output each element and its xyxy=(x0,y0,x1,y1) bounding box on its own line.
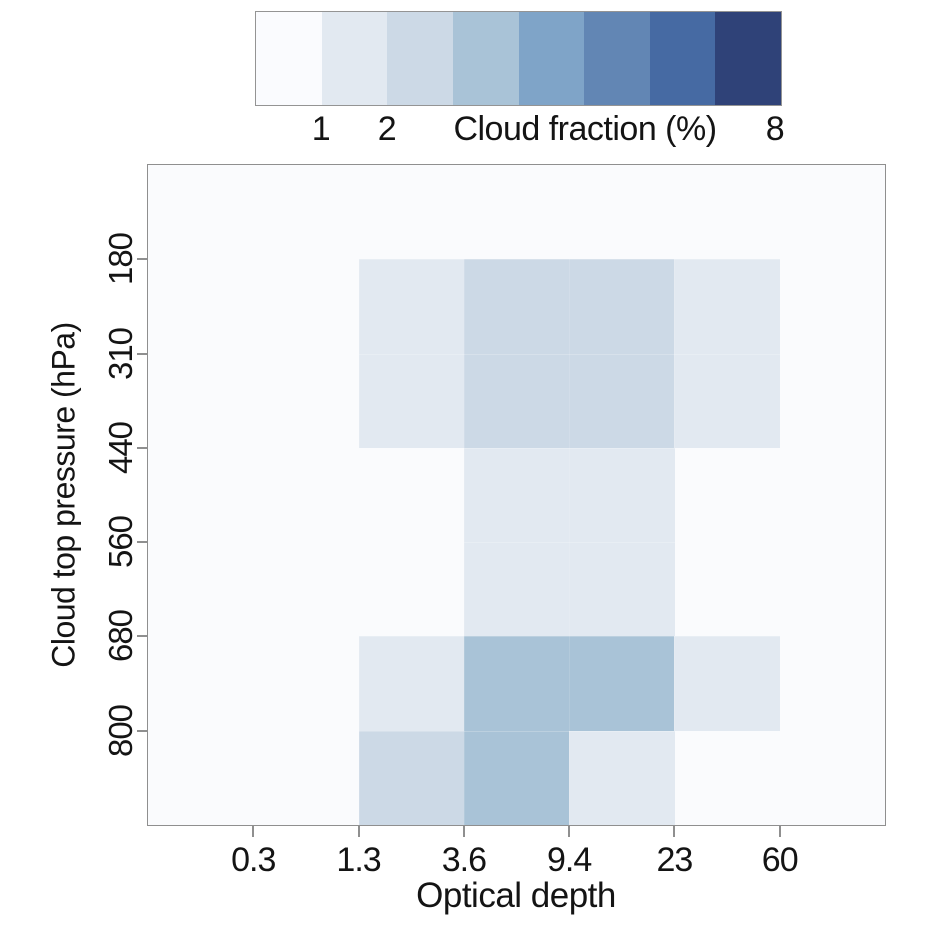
x-axis-tick-3.6 xyxy=(462,826,465,837)
x-axis-tick-label-3.6: 3.6 xyxy=(441,841,487,879)
colorbar-segment-6 xyxy=(584,12,650,105)
heatmap-cell-r4-c4 xyxy=(463,447,570,543)
colorbar-tick-label-1: 1 xyxy=(311,110,331,148)
y-axis-tick-label-310: 310 xyxy=(102,327,139,380)
x-axis-tick-label-9.4: 9.4 xyxy=(547,841,592,879)
y-axis-tick-label-800: 800 xyxy=(102,704,139,757)
heatmap-cell-r6-c6 xyxy=(674,636,781,732)
x-axis-title: Optical depth xyxy=(416,876,616,915)
heatmap-cell-r7-c5 xyxy=(569,730,675,826)
y-axis-tick-label-680: 680 xyxy=(102,610,139,663)
heatmap-cell-r3-c4 xyxy=(463,353,570,449)
x-axis-tick-1.3 xyxy=(357,826,360,837)
heatmap-cell-r3-c6 xyxy=(674,353,781,449)
colorbar-tick-label-2: 2 xyxy=(377,110,397,148)
x-axis-tick-9.4 xyxy=(568,826,571,837)
y-axis-tick-180 xyxy=(137,258,148,261)
heatmap-cell-r6-c4 xyxy=(463,636,570,732)
heatmap-plot xyxy=(148,165,885,826)
heatmap-cell-r3-c5 xyxy=(569,353,675,449)
colorbar-segment-2 xyxy=(321,12,388,105)
x-axis-tick-0.3 xyxy=(252,826,255,837)
heatmap-cell-r4-c5 xyxy=(569,447,675,543)
y-axis-tick-440 xyxy=(137,446,148,449)
colorbar-tick-label-8: 8 xyxy=(765,110,785,148)
heatmap-cell-r7-c3 xyxy=(358,730,465,826)
x-axis-tick-label-1.3: 1.3 xyxy=(336,841,381,879)
heatmap-cell-r2-c3 xyxy=(358,259,465,355)
x-axis-tick-60 xyxy=(778,826,781,837)
y-axis-tick-800 xyxy=(137,729,148,732)
x-axis-tick-label-60: 60 xyxy=(761,841,799,879)
colorbar-segment-3 xyxy=(387,12,453,105)
x-axis-tick-23 xyxy=(673,826,676,837)
heatmap-cell-r7-c4 xyxy=(463,730,570,826)
heatmap-cell-r6-c5 xyxy=(569,636,675,732)
y-axis-tick-680 xyxy=(137,635,148,638)
y-axis-tick-310 xyxy=(137,352,148,355)
y-axis-tick-label-440: 440 xyxy=(102,421,139,474)
heatmap-cell-r5-c5 xyxy=(569,542,675,637)
colorbar-segment-4 xyxy=(452,12,519,105)
y-axis-tick-560 xyxy=(137,541,148,544)
x-axis-tick-label-23: 23 xyxy=(656,841,694,879)
x-axis-tick-label-0.3: 0.3 xyxy=(231,841,276,879)
heatmap-cell-r2-c6 xyxy=(674,259,781,355)
heatmap-cell-r6-c3 xyxy=(358,636,465,732)
y-axis-tick-label-180: 180 xyxy=(102,233,139,286)
colorbar-segment-1 xyxy=(256,12,322,105)
y-axis-title: Cloud top pressure (hPa) xyxy=(45,322,82,668)
colorbar-segment-7 xyxy=(649,12,716,105)
heatmap-cell-r5-c4 xyxy=(463,542,570,637)
colorbar xyxy=(255,11,782,106)
heatmap-cell-r2-c5 xyxy=(569,259,675,355)
colorbar-segment-5 xyxy=(518,12,585,105)
colorbar-title: Cloud fraction (%) xyxy=(453,110,717,148)
heatmap-cell-r2-c4 xyxy=(463,259,570,355)
heatmap-cell-r3-c3 xyxy=(358,353,465,449)
y-axis-tick-label-560: 560 xyxy=(102,516,139,569)
colorbar-segment-8 xyxy=(715,12,781,105)
